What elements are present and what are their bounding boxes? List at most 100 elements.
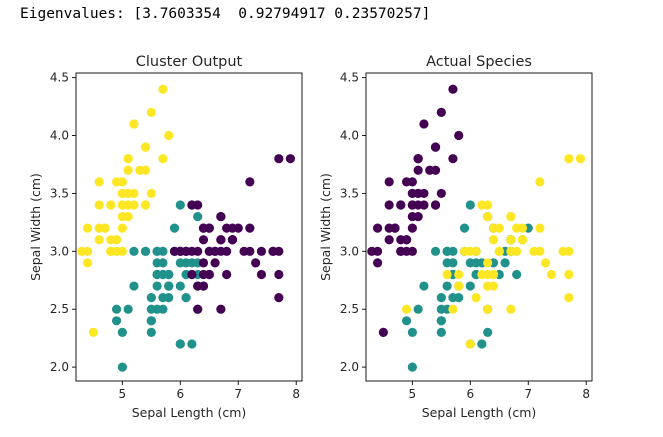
data-point-versicolor [175,339,185,349]
data-point-setosa [245,223,255,233]
data-point-versicolor [448,246,458,256]
data-point-virginica [471,293,481,303]
data-point-setosa [407,223,417,233]
y-tick-label: 3.5 [50,186,69,200]
data-point-setosa [193,304,203,314]
data-point-virginica [129,119,139,129]
data-point-virginica [483,281,493,291]
data-point-setosa [193,246,203,256]
x-tick-label: 8 [582,387,590,401]
data-point-setosa [413,154,423,164]
data-point-virginica [111,235,122,245]
data-point-setosa [436,188,446,199]
data-point-virginica [106,200,116,210]
data-point-virginica [517,235,528,245]
data-point-virginica [454,269,464,280]
data-point-versicolor [465,200,475,210]
data-point-setosa [204,269,214,280]
plot-area-frame [365,72,593,382]
data-point-virginica [465,339,475,349]
chart-title: Actual Species [426,54,532,70]
data-point-versicolor [123,304,133,314]
data-point-setosa [187,269,197,280]
y-tick-label: 2.0 [50,360,69,374]
data-point-versicolor [129,281,139,291]
data-point-virginica [459,246,470,256]
data-point-setosa [216,235,226,245]
data-point-versicolor [436,316,446,326]
data-point-setosa [222,246,232,256]
data-point-virginica [88,327,98,337]
data-point-virginica [82,246,93,256]
data-point-virginica [564,269,574,280]
data-point-setosa [396,200,406,210]
data-point-virginica [535,177,545,187]
data-point-virginica [442,269,452,280]
data-point-versicolor [169,223,180,233]
data-point-versicolor [512,269,522,280]
data-point-virginica [564,246,574,256]
data-point-versicolor [401,316,412,326]
data-point-versicolor [459,223,470,233]
data-point-setosa [210,246,220,256]
data-point-setosa [245,177,255,187]
data-point-versicolor [483,327,493,337]
data-point-setosa [285,154,296,164]
data-point-setosa [401,235,412,245]
data-point-setosa [256,269,267,280]
data-point-versicolor [175,281,185,291]
data-point-virginica [158,84,168,94]
data-point-setosa [378,327,388,337]
x-tick-label: 7 [524,387,532,401]
data-point-virginica [483,269,493,280]
data-point-versicolor [193,211,203,222]
data-point-versicolor [407,327,417,337]
x-tick-label: 6 [176,387,184,401]
data-point-versicolor [436,327,446,337]
data-point-setosa [407,211,417,222]
data-point-versicolor [164,269,174,280]
plot-area-frame [75,72,303,382]
data-point-versicolor [140,246,151,256]
data-point-virginica [94,177,104,187]
data-point-virginica [123,165,133,175]
data-point-setosa [384,200,394,210]
data-point-versicolor [448,258,458,268]
data-point-setosa [274,154,284,164]
data-point-versicolor [477,339,487,349]
data-point-virginica [94,235,104,245]
data-point-virginica [494,246,504,256]
data-point-versicolor [465,281,475,291]
data-point-setosa [204,223,214,233]
data-point-virginica [483,258,493,268]
data-point-versicolor [413,304,423,314]
data-point-virginica [146,107,156,117]
x-tick-label: 8 [292,387,300,401]
data-point-versicolor [158,258,168,268]
data-point-setosa [396,246,406,256]
data-point-virginica [111,177,122,187]
data-point-versicolor [419,281,429,291]
data-point-versicolor [465,258,475,268]
y-tick-label: 4.5 [50,71,69,85]
data-point-versicolor [187,339,197,349]
data-point-setosa [407,246,417,256]
data-point-setosa [425,165,435,175]
data-point-virginica [477,200,487,210]
y-axis-label: Sepal Width (cm) [28,173,43,281]
data-point-versicolor [181,293,191,303]
data-point-setosa [198,235,209,245]
data-point-setosa [436,107,446,117]
data-point-setosa [274,269,284,280]
data-point-virginica [483,304,493,314]
data-point-setosa [222,269,232,280]
x-axis-label: Sepal Length (cm) [422,405,537,420]
data-point-virginica [535,246,545,256]
data-point-versicolor [111,304,122,314]
data-point-virginica [575,154,586,164]
data-point-setosa [413,200,423,210]
y-tick-label: 4.5 [340,71,359,85]
y-tick-label: 2.5 [50,302,69,316]
data-point-versicolor [129,246,139,256]
